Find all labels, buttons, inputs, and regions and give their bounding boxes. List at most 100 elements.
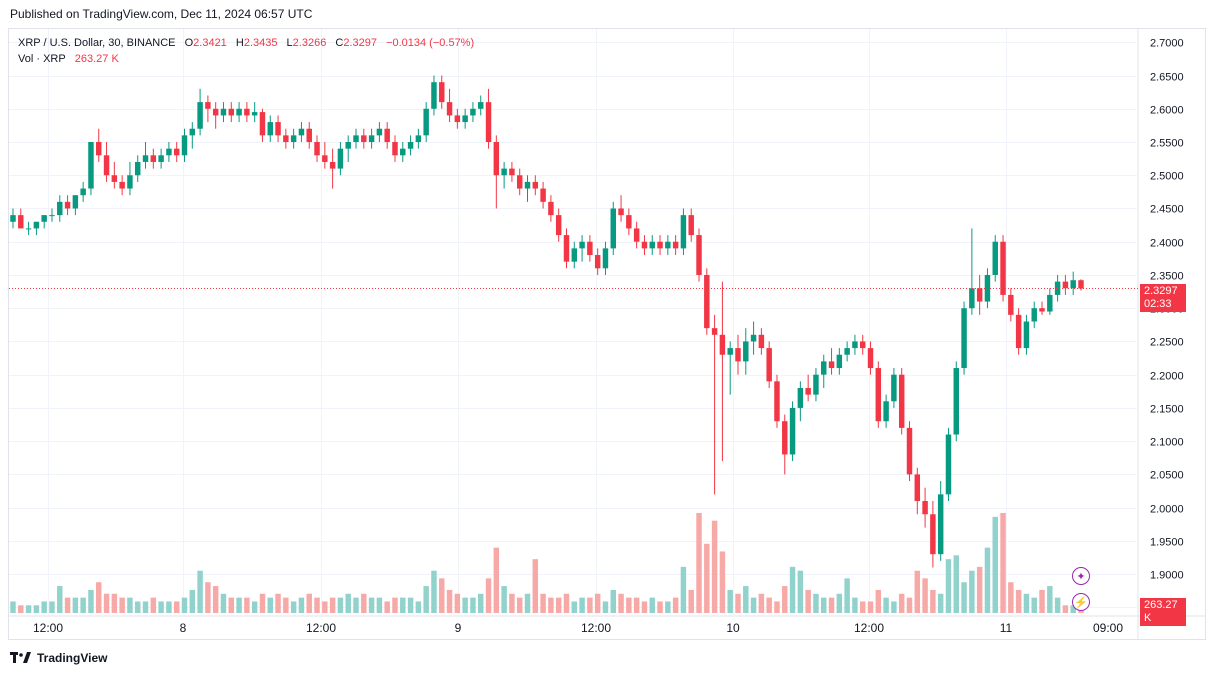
tradingview-logo-icon bbox=[10, 652, 31, 663]
candle-body bbox=[509, 168, 515, 176]
volume-bar bbox=[306, 593, 312, 613]
candle-body bbox=[883, 401, 889, 422]
volume-bar bbox=[836, 593, 843, 613]
candle-body bbox=[205, 102, 211, 109]
volume-bar bbox=[166, 601, 172, 613]
candle-body bbox=[158, 155, 164, 162]
volume-bar bbox=[251, 601, 258, 613]
candle-body bbox=[111, 175, 118, 182]
footer-brand[interactable]: TradingView bbox=[10, 651, 107, 665]
volume-bar bbox=[439, 578, 445, 613]
candle-body bbox=[244, 108, 250, 116]
volume-bar bbox=[906, 597, 913, 613]
candle-body bbox=[914, 474, 921, 501]
volume-bar bbox=[953, 555, 959, 613]
candle-body bbox=[368, 135, 375, 143]
low-value: 2.3266 bbox=[292, 37, 327, 49]
candle-body bbox=[1015, 314, 1022, 349]
volume-bar bbox=[462, 597, 468, 613]
price-tick-label: 2.0500 bbox=[1150, 470, 1184, 482]
candle-body bbox=[1078, 280, 1084, 289]
volume-bar bbox=[454, 593, 461, 613]
candle-body bbox=[119, 181, 125, 189]
candle-body bbox=[423, 108, 429, 136]
candle-body bbox=[524, 181, 531, 189]
last-price-badge: 2.3297 02:33 bbox=[1140, 284, 1186, 312]
sparkle-icon[interactable]: ✦ bbox=[1072, 567, 1090, 585]
candle-body bbox=[298, 128, 305, 136]
close-label: C bbox=[335, 37, 344, 49]
volume-bar bbox=[704, 543, 710, 613]
high-label: H bbox=[235, 37, 244, 49]
time-tick-label: 09:00 bbox=[1093, 621, 1123, 635]
volume-bar bbox=[945, 559, 952, 613]
candle-body bbox=[665, 241, 671, 249]
price-tick-label: 2.7000 bbox=[1150, 38, 1184, 50]
volume-bar bbox=[501, 586, 507, 613]
volume-bar bbox=[80, 597, 86, 613]
change-value: −0.0134 (−0.57%) bbox=[386, 37, 475, 49]
volume-bar bbox=[407, 597, 414, 613]
volume-bar bbox=[657, 601, 663, 613]
volume-bar bbox=[844, 578, 850, 613]
bar-countdown: 02:33 bbox=[1144, 298, 1172, 310]
chart-frame[interactable] bbox=[8, 28, 1206, 640]
volume-bar bbox=[1039, 589, 1045, 613]
candle-body bbox=[127, 175, 133, 189]
candle-body bbox=[454, 115, 461, 123]
time-tick-label: 12:00 bbox=[306, 621, 336, 635]
volume-bar bbox=[766, 597, 772, 613]
volume-bar bbox=[922, 578, 928, 613]
candle-body bbox=[680, 215, 687, 249]
volume-bar bbox=[205, 582, 211, 613]
volume-bar bbox=[571, 601, 578, 613]
volume-bar bbox=[602, 601, 609, 613]
volume-bar bbox=[774, 601, 780, 613]
candle-body bbox=[72, 195, 79, 209]
candle-body bbox=[446, 102, 453, 116]
lightning-icon[interactable]: ⚡ bbox=[1072, 593, 1090, 611]
candle-body bbox=[212, 108, 219, 116]
volume-bar bbox=[127, 597, 133, 613]
published-header: Published on TradingView.com, Dec 11, 20… bbox=[10, 7, 313, 21]
volume-bar bbox=[415, 601, 422, 613]
volume-bar bbox=[1062, 605, 1069, 613]
candle-body bbox=[867, 348, 874, 369]
volume-bar bbox=[961, 582, 967, 613]
volume-bar bbox=[135, 601, 141, 613]
volume-bar bbox=[711, 520, 718, 613]
candle-body bbox=[478, 102, 484, 109]
volume-bar bbox=[322, 601, 328, 613]
volume-bar bbox=[641, 601, 648, 613]
candle-body bbox=[821, 361, 827, 375]
candle-body bbox=[789, 407, 796, 455]
price-tick-label: 1.9500 bbox=[1150, 537, 1184, 549]
time-tick-label: 10 bbox=[726, 621, 740, 635]
price-tick-label: 2.0000 bbox=[1150, 504, 1184, 516]
open-label: O bbox=[184, 37, 194, 49]
volume-bar bbox=[314, 597, 320, 613]
candle-body bbox=[758, 334, 765, 349]
volume-bar bbox=[228, 597, 235, 613]
volume-bar bbox=[96, 582, 102, 613]
volume-bar bbox=[633, 597, 640, 613]
symbol-label[interactable]: XRP / U.S. Dollar, 30, BINANCE bbox=[18, 37, 176, 49]
time-tick-label: 9 bbox=[455, 621, 462, 635]
candle-body bbox=[969, 288, 975, 309]
volume-bar bbox=[852, 597, 858, 613]
volume-bar bbox=[88, 589, 94, 613]
volume-bar bbox=[1047, 586, 1053, 613]
candle-body bbox=[103, 155, 110, 176]
volume-bar bbox=[18, 605, 24, 613]
candle-body bbox=[1023, 321, 1030, 349]
volume-bar bbox=[212, 586, 219, 613]
volume-bar bbox=[1008, 582, 1014, 613]
volume-label[interactable]: Vol · XRP bbox=[18, 53, 66, 65]
volume-bar bbox=[392, 597, 398, 613]
candle-body bbox=[439, 82, 445, 103]
candle-body bbox=[345, 142, 351, 149]
candle-body bbox=[173, 148, 180, 156]
volume-bar bbox=[72, 597, 79, 613]
candle-body bbox=[181, 135, 188, 156]
